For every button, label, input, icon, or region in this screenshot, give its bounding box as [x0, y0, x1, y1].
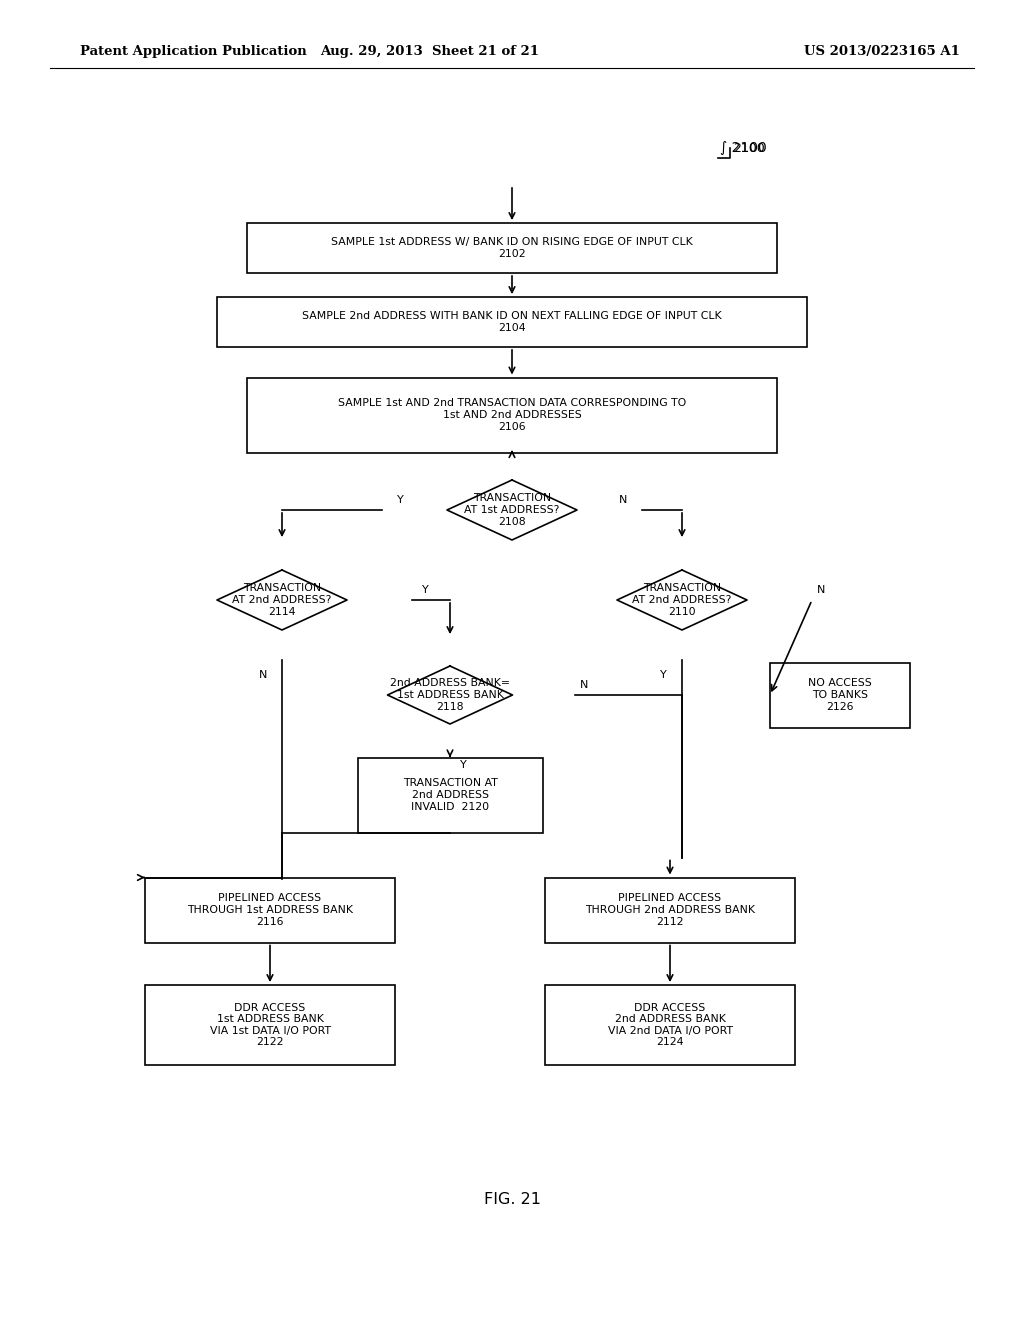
Text: 2nd ADDRESS BANK=
1st ADDRESS BANK
2118: 2nd ADDRESS BANK= 1st ADDRESS BANK 2118 [390, 678, 510, 711]
Text: N: N [259, 671, 267, 680]
FancyBboxPatch shape [145, 985, 395, 1065]
Text: SAMPLE 1st ADDRESS W/ BANK ID ON RISING EDGE OF INPUT CLK
2102: SAMPLE 1st ADDRESS W/ BANK ID ON RISING … [331, 238, 693, 259]
Text: ∫ 2100: ∫ 2100 [720, 141, 767, 154]
Text: Y: Y [422, 585, 429, 595]
FancyBboxPatch shape [217, 297, 807, 347]
Text: TRANSACTION
AT 2nd ADDRESS?
2114: TRANSACTION AT 2nd ADDRESS? 2114 [232, 583, 332, 616]
Text: N: N [580, 680, 589, 690]
FancyBboxPatch shape [545, 878, 795, 942]
FancyBboxPatch shape [357, 758, 543, 833]
Text: PIPELINED ACCESS
THROUGH 1st ADDRESS BANK
2116: PIPELINED ACCESS THROUGH 1st ADDRESS BAN… [187, 894, 353, 927]
Text: DDR ACCESS
1st ADDRESS BANK
VIA 1st DATA I/O PORT
2122: DDR ACCESS 1st ADDRESS BANK VIA 1st DATA… [210, 1003, 331, 1047]
Text: TRANSACTION
AT 2nd ADDRESS?
2110: TRANSACTION AT 2nd ADDRESS? 2110 [632, 583, 732, 616]
Text: SAMPLE 2nd ADDRESS WITH BANK ID ON NEXT FALLING EDGE OF INPUT CLK
2104: SAMPLE 2nd ADDRESS WITH BANK ID ON NEXT … [302, 312, 722, 333]
Polygon shape [617, 570, 746, 630]
Text: 2100: 2100 [733, 141, 765, 154]
Polygon shape [387, 667, 512, 723]
Text: TRANSACTION AT
2nd ADDRESS
INVALID  2120: TRANSACTION AT 2nd ADDRESS INVALID 2120 [402, 779, 498, 812]
Text: PIPELINED ACCESS
THROUGH 2nd ADDRESS BANK
2112: PIPELINED ACCESS THROUGH 2nd ADDRESS BAN… [585, 894, 755, 927]
Text: US 2013/0223165 A1: US 2013/0223165 A1 [804, 45, 961, 58]
Text: Y: Y [397, 495, 403, 506]
Text: FIG. 21: FIG. 21 [483, 1192, 541, 1208]
FancyBboxPatch shape [770, 663, 910, 727]
Text: TRANSACTION
AT 1st ADDRESS?
2108: TRANSACTION AT 1st ADDRESS? 2108 [464, 494, 560, 527]
Text: N: N [618, 495, 627, 506]
Text: Y: Y [660, 671, 667, 680]
FancyBboxPatch shape [247, 378, 777, 453]
FancyBboxPatch shape [145, 878, 395, 942]
Text: Aug. 29, 2013  Sheet 21 of 21: Aug. 29, 2013 Sheet 21 of 21 [321, 45, 540, 58]
FancyBboxPatch shape [247, 223, 777, 273]
Text: NO ACCESS
TO BANKS
2126: NO ACCESS TO BANKS 2126 [808, 678, 871, 711]
Text: DDR ACCESS
2nd ADDRESS BANK
VIA 2nd DATA I/O PORT
2124: DDR ACCESS 2nd ADDRESS BANK VIA 2nd DATA… [607, 1003, 732, 1047]
Polygon shape [447, 480, 577, 540]
Polygon shape [217, 570, 347, 630]
Text: Patent Application Publication: Patent Application Publication [80, 45, 307, 58]
FancyBboxPatch shape [545, 985, 795, 1065]
Text: SAMPLE 1st AND 2nd TRANSACTION DATA CORRESPONDING TO
1st AND 2nd ADDRESSES
2106: SAMPLE 1st AND 2nd TRANSACTION DATA CORR… [338, 399, 686, 432]
Text: Y: Y [460, 760, 467, 770]
Text: N: N [817, 585, 825, 595]
